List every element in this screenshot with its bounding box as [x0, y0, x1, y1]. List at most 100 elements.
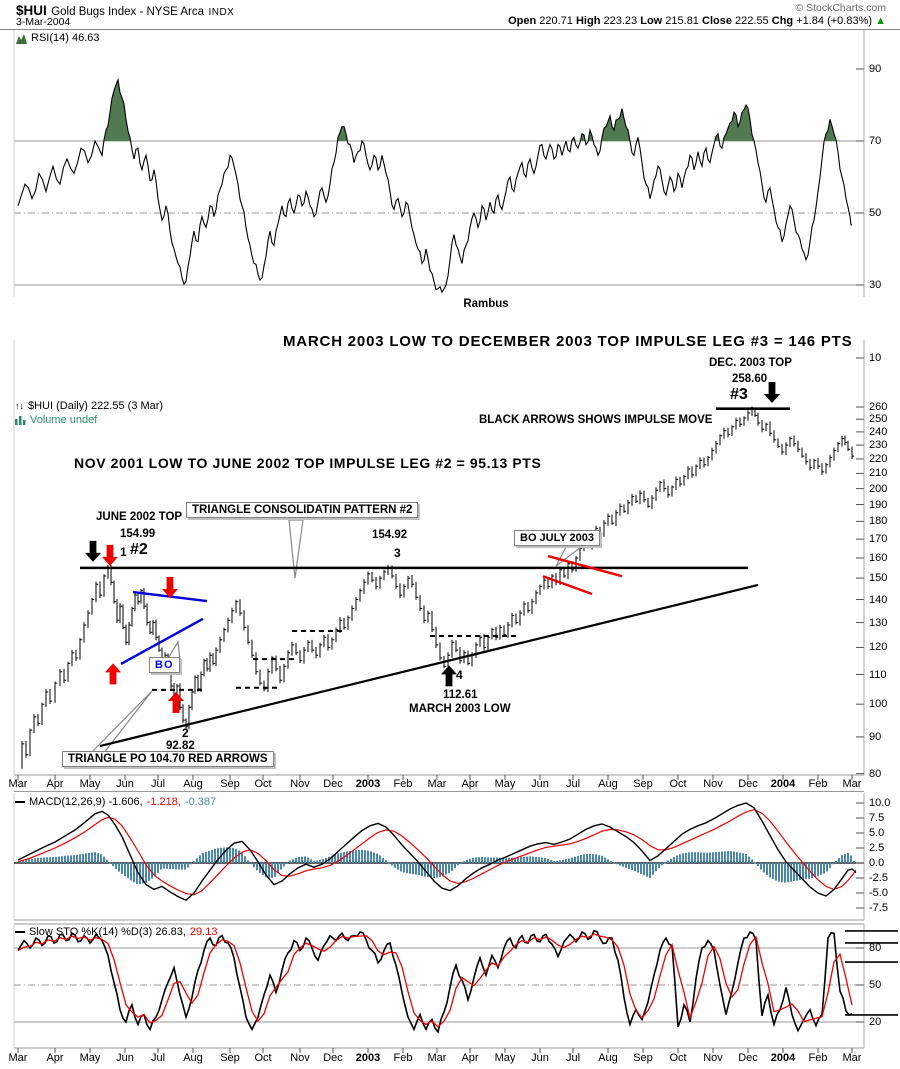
- month-label-top: Aug: [598, 778, 618, 790]
- macd-histogram-bar: [226, 847, 228, 863]
- macd-histogram-bar: [298, 856, 300, 863]
- red-up-arrow: [105, 663, 121, 685]
- macd-line-icon: [15, 801, 25, 803]
- header-title: $HUI Gold Bugs Index - NYSE Arca INDX: [16, 2, 234, 20]
- macd-histogram-bar: [694, 852, 696, 863]
- macd-histogram-bar: [589, 854, 591, 863]
- macd-histogram-bar: [34, 858, 36, 863]
- macd-histogram-bar: [679, 854, 681, 863]
- macd-histogram-bar: [199, 855, 201, 863]
- macd-histogram-bar: [64, 855, 66, 863]
- month-label-top: Aug: [183, 778, 203, 790]
- black-arrows-note: BLACK ARROWS SHOWS IMPULSE MOVE: [479, 414, 713, 426]
- rsi-overbought-fill: [588, 130, 594, 141]
- macd-histogram-bar: [148, 863, 150, 881]
- macd-histogram-bar: [535, 856, 537, 863]
- month-label-bottom: Apr: [461, 1052, 479, 1064]
- macd-histogram-bar: [487, 857, 489, 863]
- macd-histogram-bar: [595, 854, 597, 863]
- macd-histogram-bar: [304, 856, 306, 863]
- macd-histogram-bar: [802, 863, 804, 880]
- macd-histogram-bar: [484, 857, 486, 863]
- macd-histogram-bar: [145, 863, 147, 883]
- month-label-top: Jul: [565, 778, 581, 790]
- macd-histogram-bar: [256, 863, 258, 871]
- macd-histogram-bar: [136, 863, 138, 884]
- month-label-bottom: Oct: [254, 1052, 272, 1064]
- macd-histogram-bar: [334, 854, 336, 863]
- macd-histogram-bar: [835, 861, 837, 863]
- macd-histogram-bar: [460, 863, 462, 864]
- macd-histogram-bar: [454, 863, 456, 869]
- macd-histogram-bar: [769, 863, 771, 878]
- month-label-bottom: May: [494, 1052, 516, 1064]
- price-ohlc-bars: [21, 406, 855, 769]
- macd-histogram-bar: [283, 863, 285, 867]
- macd-histogram-bar: [121, 863, 123, 874]
- macd-histogram-bar: [421, 863, 423, 876]
- macd-histogram-bar: [715, 852, 717, 863]
- macd-histogram-bar: [739, 852, 741, 863]
- macd-histogram-bar: [124, 863, 126, 877]
- macd-histogram-bar: [367, 850, 369, 863]
- macd-ytick: -2.5: [869, 872, 888, 884]
- month-label-bottom: Apr: [46, 1052, 64, 1064]
- macd-histogram-bar: [493, 857, 495, 863]
- updown-icon: ↑↓: [15, 401, 24, 411]
- price-ytick: 150: [869, 572, 888, 585]
- month-label-top: Jun: [116, 778, 134, 790]
- macd-histogram-bar: [418, 863, 420, 876]
- macd-histogram-bar: [700, 852, 702, 863]
- close-value: 222.55: [735, 15, 769, 27]
- rsi-line: [17, 77, 853, 294]
- macd-histogram-bar: [253, 863, 255, 868]
- macd-histogram-bar: [559, 860, 561, 863]
- dec-2003-top-label: DEC. 2003 TOP: [709, 357, 792, 369]
- macd-histogram-bar: [574, 856, 576, 863]
- macd-histogram-bar: [550, 860, 552, 863]
- macd-histogram-bar: [760, 863, 762, 870]
- macd-histogram-bar: [580, 855, 582, 863]
- macd-histogram-bar: [433, 863, 435, 878]
- macd-histogram-bar: [394, 863, 396, 868]
- macd-histogram-bar: [631, 863, 633, 871]
- macd-histogram-bar: [52, 857, 54, 863]
- macd-histogram-bar: [451, 863, 453, 871]
- macd-histogram-bar: [709, 852, 711, 863]
- macd-histogram-bar: [208, 850, 210, 863]
- macd-histogram-bar: [310, 859, 312, 863]
- macd-histogram-bar: [112, 863, 114, 867]
- macd-histogram-bar: [109, 862, 111, 864]
- month-label-bottom: May: [79, 1052, 101, 1064]
- macd-histogram-bar: [403, 863, 405, 873]
- macd-histogram-bar: [277, 863, 279, 874]
- macd-histogram-bar: [250, 863, 252, 865]
- macd-histogram-bar: [217, 848, 219, 863]
- macd-histogram-bar: [625, 863, 627, 868]
- month-label-top: Dec: [738, 778, 758, 790]
- macd-histogram-bar: [676, 855, 678, 863]
- macd-histogram-bar: [106, 859, 108, 863]
- macd-histogram-bar: [568, 858, 570, 863]
- macd-histogram-bar: [841, 855, 843, 863]
- leg3-hash-label: #3: [730, 386, 748, 403]
- macd-histogram-bar: [829, 863, 831, 868]
- macd-histogram-bar: [562, 859, 564, 863]
- sto-legend-d: 29.13: [189, 926, 218, 938]
- macd-legend-signal: -1.218,: [146, 796, 181, 808]
- macd-histogram-bar: [43, 857, 45, 863]
- sto-line-icon: [15, 931, 25, 933]
- macd-histogram-bar: [664, 862, 666, 864]
- macd-histogram-bar: [127, 863, 129, 879]
- month-label-top: May: [494, 778, 516, 790]
- month-label-top: Sep: [633, 778, 653, 790]
- sto-ytick: 20: [869, 1016, 882, 1028]
- month-label-bottom: Sep: [220, 1052, 240, 1064]
- price-ytick: 110: [869, 668, 887, 681]
- callout-pointer: [288, 519, 304, 579]
- macd-ytick: 5.0: [869, 827, 885, 839]
- month-label-top: Oct: [669, 778, 687, 790]
- macd-histogram-bar: [697, 852, 699, 863]
- macd-histogram-bar: [130, 863, 132, 881]
- macd-histogram-bar: [388, 862, 390, 864]
